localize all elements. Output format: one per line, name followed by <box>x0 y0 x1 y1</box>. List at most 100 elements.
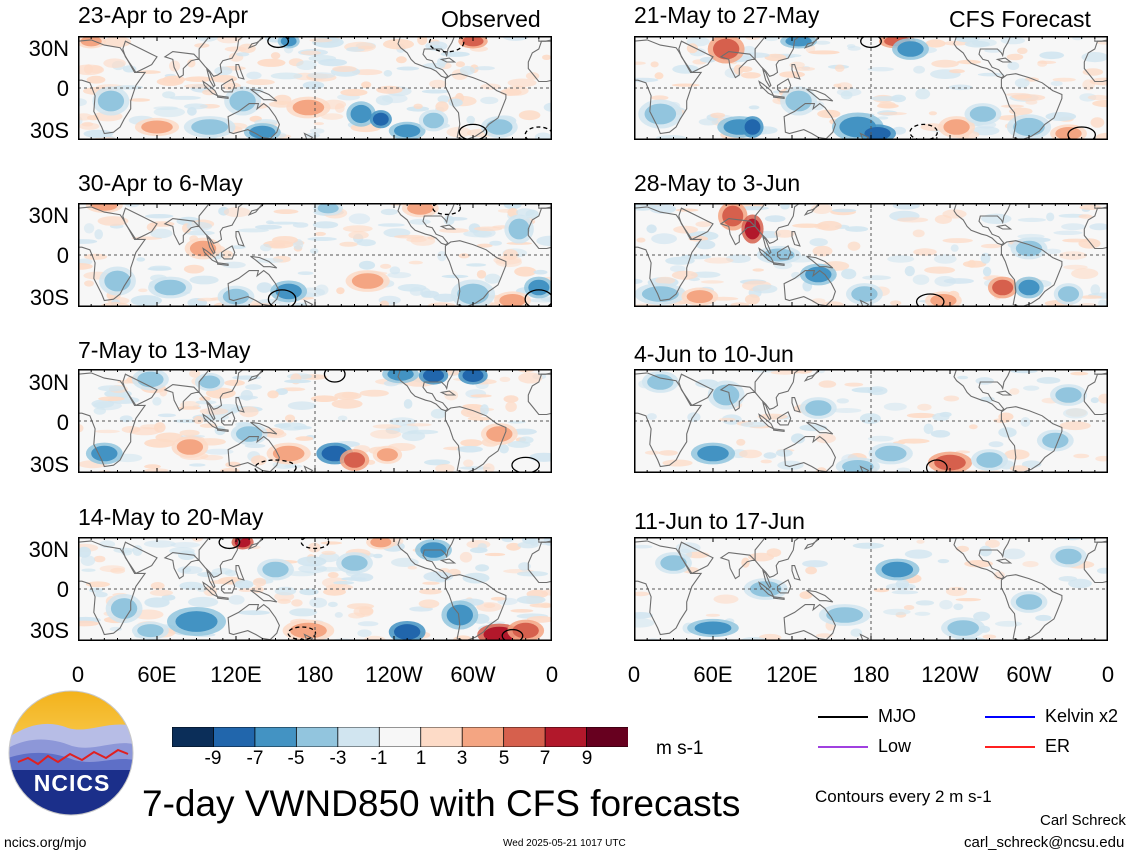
anomaly-patch <box>130 295 162 307</box>
anomaly-patch <box>85 581 110 588</box>
anomaly-patch <box>224 46 247 52</box>
anomaly-patch <box>528 298 552 303</box>
anomaly-patch <box>499 294 526 307</box>
colorbar-tick: 1 <box>415 748 427 769</box>
anomaly-patch <box>197 297 217 302</box>
legend-swatch-low <box>818 746 868 748</box>
anomaly-patch <box>697 445 729 462</box>
legend-label-mjo: MJO <box>878 706 916 726</box>
anomaly-patch <box>942 209 967 219</box>
anomaly-patch <box>840 90 853 100</box>
anomaly-patch <box>257 58 286 67</box>
coastline <box>397 203 456 246</box>
anomaly-patch <box>228 595 245 605</box>
anomaly-patch <box>1082 68 1104 76</box>
anomaly-patch <box>336 287 345 295</box>
anomaly-patch <box>483 603 496 608</box>
anomaly-patch <box>406 423 432 427</box>
anomaly-patch <box>1057 286 1080 302</box>
anomaly-patch <box>817 109 841 119</box>
anomaly-patch <box>528 279 550 296</box>
anomaly-patch <box>1022 561 1039 568</box>
coastline <box>220 245 236 260</box>
anomaly-patch <box>1073 453 1090 459</box>
anomaly-patch <box>1090 117 1105 128</box>
anomaly-patch <box>636 237 646 243</box>
anomaly-patch <box>945 586 968 597</box>
anomaly-patch <box>176 439 204 455</box>
anomaly-patch <box>500 88 522 96</box>
anomaly-patch <box>831 408 862 413</box>
panel-title-fc-3: 4-Jun to 10-Jun <box>634 341 794 367</box>
anomaly-patch <box>749 581 782 597</box>
anomaly-patch <box>441 274 469 279</box>
anomaly-patch <box>313 122 324 126</box>
anomaly-patch <box>314 231 326 236</box>
anomaly-patch <box>377 223 405 227</box>
coastline <box>995 390 1013 396</box>
anomaly-patch <box>1092 99 1108 108</box>
anomaly-patch <box>634 544 653 549</box>
coastline <box>205 235 216 255</box>
coastline <box>1083 40 1108 83</box>
anomaly-patch <box>455 61 465 68</box>
anomaly-patch <box>418 599 440 609</box>
coastline <box>220 78 236 93</box>
coastline <box>678 541 714 575</box>
anomaly-patch <box>1045 112 1077 121</box>
anomaly-patch <box>435 463 455 473</box>
anomaly-patch <box>915 600 935 606</box>
anomaly-patch <box>284 379 312 384</box>
anomaly-patch <box>298 564 327 574</box>
anomaly-patch <box>474 66 495 71</box>
panel-title-fc-4: 11-Jun to 17-Jun <box>634 508 805 534</box>
coastline <box>953 36 1012 79</box>
anomaly-patch <box>1079 295 1103 299</box>
anomaly-patch <box>91 203 118 211</box>
anomaly-patch <box>430 408 447 419</box>
anomaly-patch <box>307 72 336 79</box>
anomaly-patch <box>516 595 546 604</box>
anomaly-patch <box>245 384 262 390</box>
anomaly-patch <box>739 449 762 459</box>
anomaly-patch <box>873 588 889 593</box>
anomaly-patch <box>766 548 782 557</box>
anomaly-patch <box>466 263 487 267</box>
colorbar-tick: 7 <box>539 748 551 769</box>
anomaly-patch <box>1009 465 1029 472</box>
coastline <box>78 206 147 302</box>
anomaly-patch <box>934 454 966 471</box>
anomaly-patch <box>913 65 925 74</box>
anomaly-patch <box>467 416 492 421</box>
anomaly-patch <box>948 84 973 91</box>
anomaly-patch <box>310 395 338 402</box>
panel-title-obs-2: 30-Apr to 6-May <box>78 170 243 196</box>
coastline <box>163 51 201 79</box>
anomaly-patch <box>422 112 445 129</box>
anomaly-patch <box>719 417 736 422</box>
anomaly-patch <box>979 545 992 557</box>
mjo-contour <box>432 203 462 216</box>
anomaly-patch <box>103 58 126 68</box>
anomaly-patch <box>1015 240 1043 257</box>
anomaly-patch <box>204 448 234 455</box>
anomaly-patch <box>805 266 832 283</box>
anomaly-patch <box>891 590 919 595</box>
anomaly-patch <box>646 413 657 420</box>
anomaly-patch <box>867 386 888 396</box>
contour-note: Contours every 2 m s-1 <box>815 787 992 806</box>
anomaly-patch <box>476 243 493 248</box>
anomaly-patch <box>486 119 513 135</box>
anomaly-patch <box>1071 268 1099 279</box>
anomaly-patch <box>744 218 761 240</box>
anomaly-patch <box>460 439 483 447</box>
coastline <box>859 132 870 140</box>
anomaly-patch <box>644 450 661 455</box>
anomaly-patch <box>463 230 492 238</box>
anomaly-patch <box>973 611 991 621</box>
panel-title-obs-1: 23-Apr to 29-Apr <box>78 2 249 28</box>
anomaly-patch <box>1025 99 1038 105</box>
anomaly-patch <box>84 280 94 287</box>
coastline <box>227 102 280 140</box>
anomaly-patch <box>394 624 421 640</box>
